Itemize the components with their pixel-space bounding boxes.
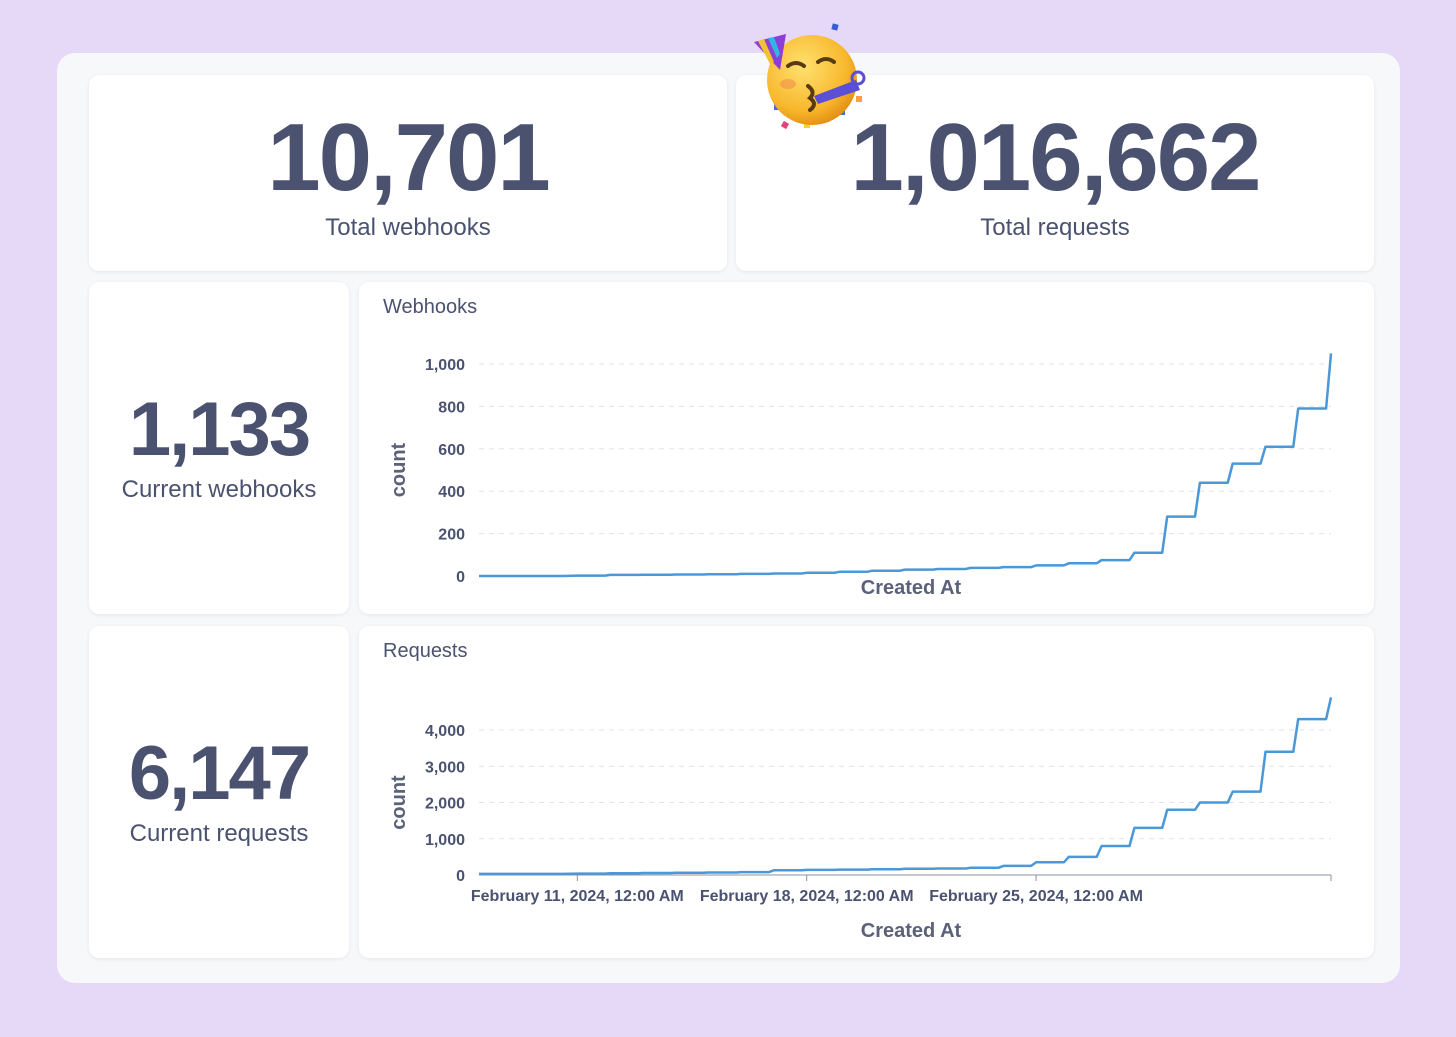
current-requests-value: 6,147 (128, 731, 311, 816)
y-tick-label: 1,000 (425, 832, 465, 849)
requests-chart-title: Requests (383, 640, 468, 662)
current-requests-card[interactable]: 6,147 Current requests (89, 626, 349, 958)
y-tick-label: 400 (438, 484, 465, 501)
y-tick-label: 800 (438, 399, 465, 416)
series-line (479, 353, 1333, 578)
x-axis-title: Created At (861, 577, 962, 599)
y-tick-label: 0 (456, 569, 465, 586)
webhooks-chart-card[interactable]: Webhooks 0 200 400 600 800 1,000 count Created … (359, 282, 1374, 614)
current-webhooks-card[interactable]: 1,133 Current webhooks (89, 282, 349, 614)
y-axis-title: count (388, 442, 410, 497)
total-requests-label: Total requests (980, 214, 1130, 241)
series-line (479, 697, 1333, 876)
y-tick-label: 4,000 (425, 723, 465, 740)
total-webhooks-card[interactable]: 10,701 Total webhooks (89, 75, 727, 271)
total-webhooks-value: 10,701 (267, 104, 551, 211)
y-axis-title: count (388, 775, 410, 830)
requests-chart-card[interactable]: Requests 0 1,000 2,000 3,000 4,000 count Febru… (359, 626, 1374, 958)
y-tick-label: 0 (456, 868, 465, 885)
total-requests-value: 1,016,662 (850, 104, 1261, 211)
x-axis-title: Created At (861, 920, 962, 942)
current-webhooks-value: 1,133 (128, 387, 311, 472)
x-tick-label: February 11, 2024, 12:00 AM (471, 888, 684, 905)
y-tick-label: 1,000 (425, 357, 465, 374)
requests-chart: 0 1,000 2,000 3,000 4,000 count February 11, 2… (388, 697, 1333, 942)
x-tick-label: February 25, 2024, 12:00 AM (929, 888, 1143, 905)
total-webhooks-label: Total webhooks (325, 214, 491, 241)
y-tick-label: 200 (438, 527, 465, 544)
y-tick-label: 600 (438, 442, 465, 459)
y-tick-label: 3,000 (425, 759, 465, 776)
webhooks-chart-title: Webhooks (383, 296, 478, 318)
x-tick-label: February 18, 2024, 12:00 AM (700, 888, 914, 905)
partying-face-emoji-icon (754, 23, 866, 130)
current-webhooks-label: Current webhooks (121, 476, 317, 503)
y-tick-label: 2,000 (425, 796, 465, 813)
current-requests-label: Current requests (129, 820, 309, 847)
webhooks-chart: 0 200 400 600 800 1,000 count Created At (388, 353, 1333, 599)
